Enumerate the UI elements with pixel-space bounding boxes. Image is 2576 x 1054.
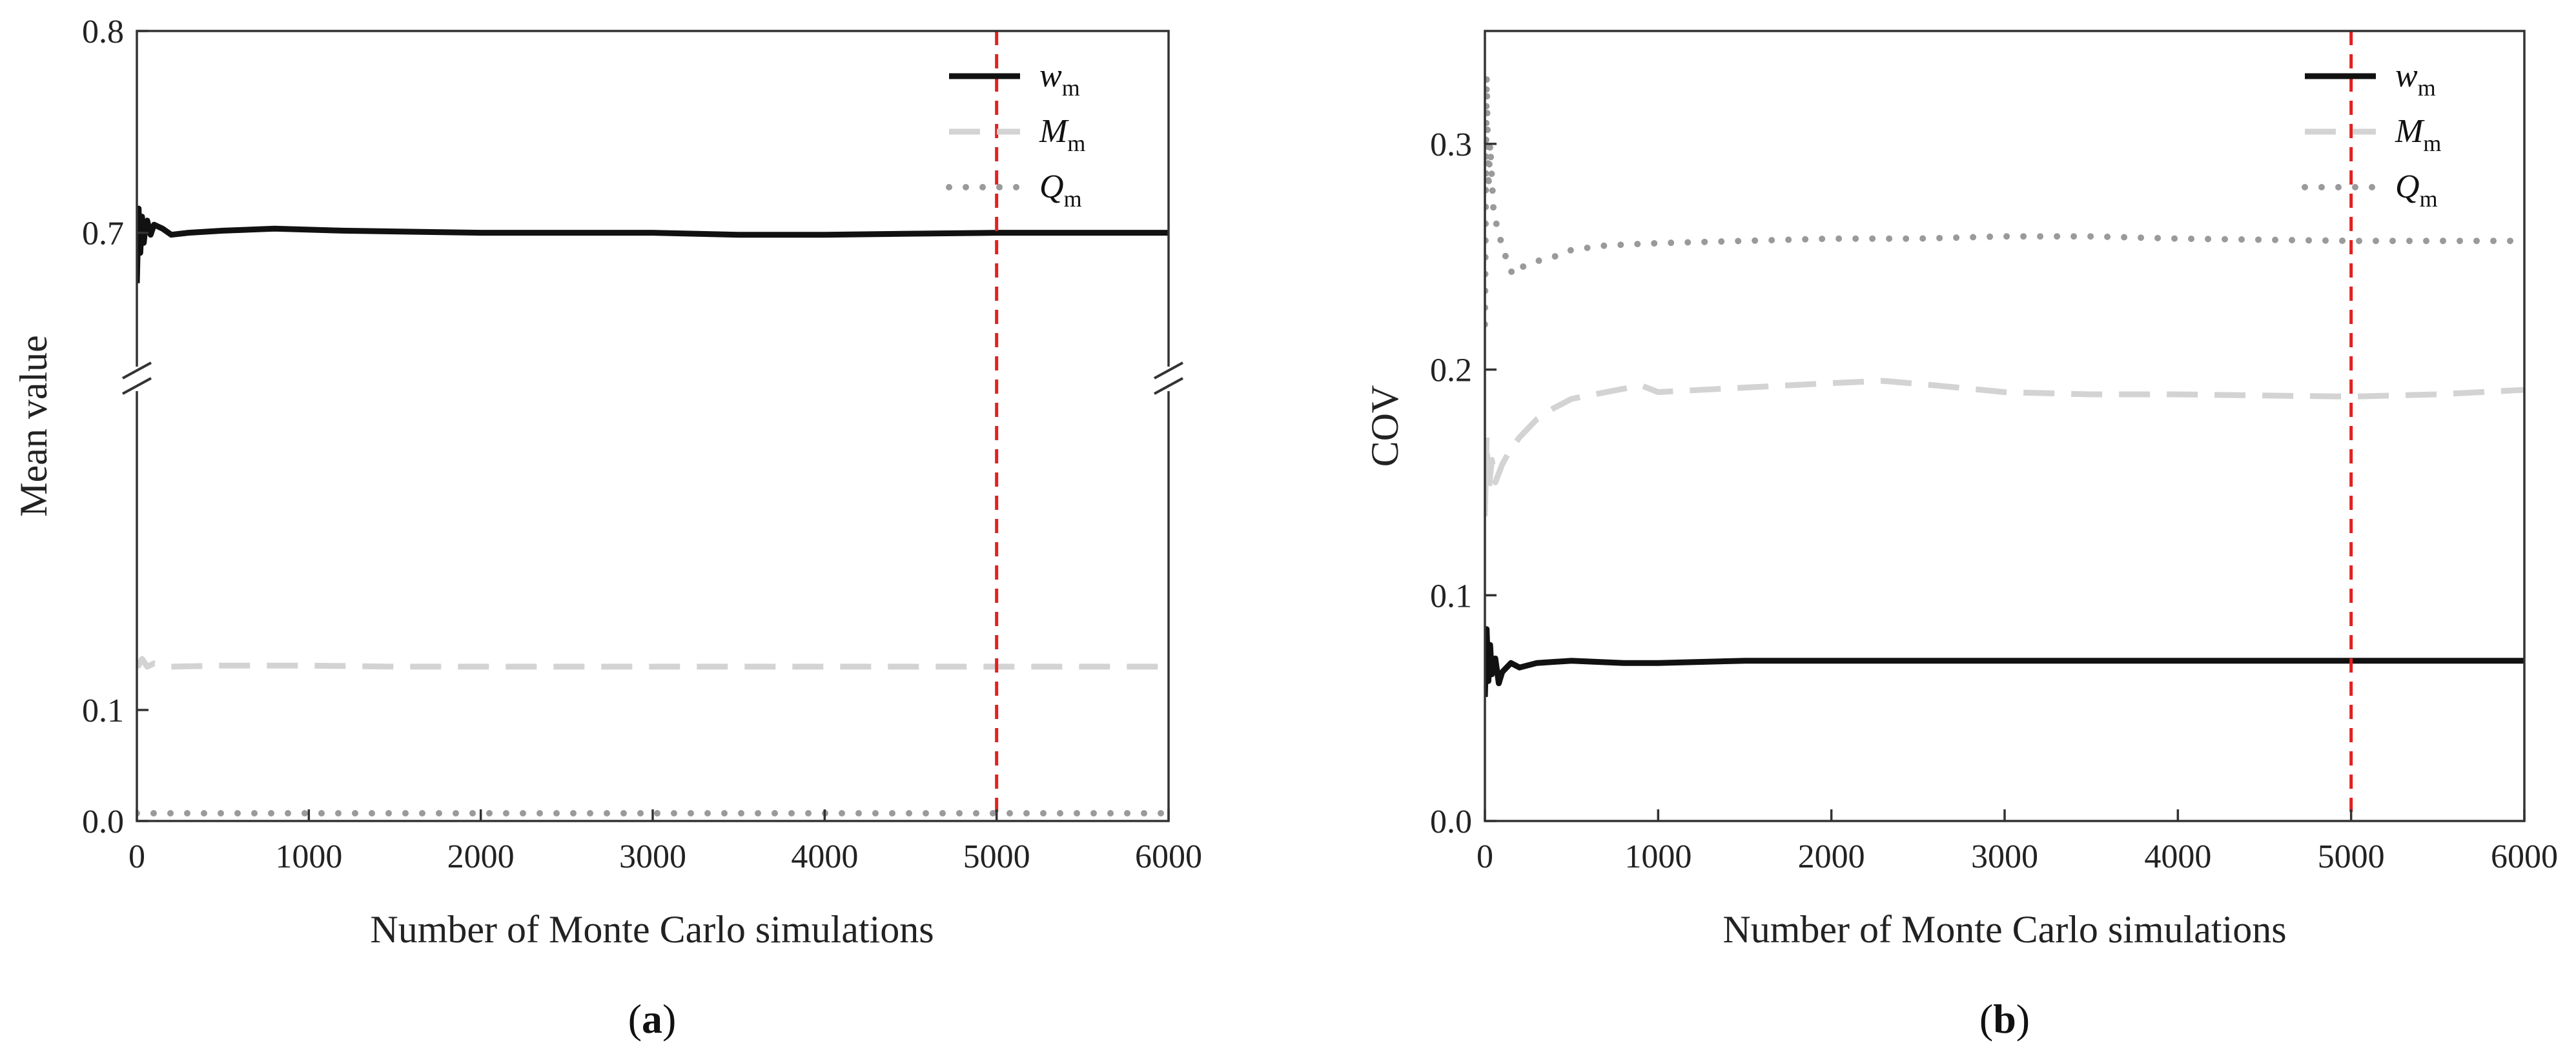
x-axis-title-a: Number of Monte Carlo simulations <box>370 908 934 951</box>
x-tick-label: 1000 <box>275 838 342 875</box>
x-tick-label: 2000 <box>447 838 515 875</box>
plot-frame-b <box>1484 30 2526 822</box>
x-axis-title-b: Number of Monte Carlo simulations <box>1722 908 2286 951</box>
y-axis-title-a: Mean value <box>12 335 55 517</box>
break-slash <box>122 361 152 380</box>
axis-break-marks-a <box>122 361 1183 395</box>
panel-label-a-close: ) <box>662 996 676 1042</box>
panel-label-b-letter: b <box>1993 996 2016 1042</box>
x-tick-label: 5000 <box>963 838 1030 875</box>
y-ticks-a: 0.0 0.1 0.7 0.8 <box>82 14 148 840</box>
x-ticks-b: 0 1000 2000 3000 4000 5000 6000 <box>1477 809 2558 875</box>
legend-subscript: m <box>2420 186 2438 212</box>
series-line-M_m <box>137 656 1169 670</box>
axes-box <box>136 30 1170 822</box>
x-tick-label: 6000 <box>1135 838 1202 875</box>
break-slash <box>122 377 152 395</box>
x-ticks-a: 0 1000 2000 3000 4000 5000 6000 <box>128 809 1202 875</box>
x-tick-label: 4000 <box>791 838 858 875</box>
y-tick-label: 0.8 <box>82 14 124 50</box>
legend-label-w_m: wm <box>1039 57 1080 101</box>
x-tick-label: 4000 <box>2144 838 2211 875</box>
legend-subscript: m <box>1064 186 1082 212</box>
x-tick-label: 3000 <box>1971 838 2038 875</box>
legend-label-w_m: wm <box>2395 57 2436 101</box>
y-ticks-b: 0.0 0.1 0.2 0.3 <box>1430 127 1497 840</box>
legend-subscript: m <box>2423 130 2441 156</box>
y-tick-label: 0.3 <box>1430 127 1472 163</box>
x-tick-label: 3000 <box>619 838 686 875</box>
x-tick-label: 5000 <box>2318 838 2385 875</box>
legend-subscript: m <box>2418 75 2436 101</box>
legend-symbol: w <box>2395 57 2418 94</box>
legend-label-Q_m: Qm <box>2395 168 2438 212</box>
legend-label-Q_m: Qm <box>1039 168 1082 212</box>
series-line-Q_m <box>1485 72 2524 328</box>
x-tick-label: 6000 <box>2491 838 2558 875</box>
panel-label-b-open: ( <box>1979 996 1993 1042</box>
panel-label-b-close: ) <box>2016 996 2030 1042</box>
break-slash <box>1154 361 1183 380</box>
plot-frame-a <box>136 30 1170 822</box>
y-tick-label: 0.0 <box>1430 804 1472 840</box>
chart-panel-a: 0 1000 2000 3000 4000 5000 6000 0.0 0.1 0.7 0.8 w… <box>12 14 1202 1042</box>
legend-symbol: M <box>2395 113 2425 150</box>
legend-symbol: Q <box>2395 168 2420 205</box>
panel-label-a: (a) <box>628 996 677 1042</box>
series-line-w_m <box>1485 626 2524 697</box>
legend-symbol: Q <box>1039 168 1064 205</box>
legend-symbol: M <box>1039 113 1069 150</box>
legend-label-M_m: Mm <box>2395 113 2441 156</box>
y-axis-title-b: COV <box>1364 385 1406 467</box>
legend-subscript: m <box>1067 130 1085 156</box>
x-tick-label: 2000 <box>1798 838 1865 875</box>
y-tick-label: 0.1 <box>1430 578 1472 614</box>
break-slash <box>1154 377 1183 395</box>
panel-label-b: (b) <box>1979 996 2030 1042</box>
chart-panel-b: 0 1000 2000 3000 4000 5000 6000 0.0 0.1 0.2 0.3 w… <box>1364 30 2558 1042</box>
x-tick-label: 0 <box>1477 838 1493 875</box>
panel-label-a-letter: a <box>642 996 662 1042</box>
axes-box <box>1484 30 2526 822</box>
y-tick-label: 0.1 <box>82 693 124 729</box>
series-group-b <box>1485 72 2524 697</box>
y-tick-label: 0.0 <box>82 804 124 840</box>
x-tick-label: 0 <box>128 838 145 875</box>
legend-subscript: m <box>1062 75 1080 101</box>
legend-symbol: w <box>1039 57 1062 94</box>
y-tick-label: 0.2 <box>1430 352 1472 389</box>
legend-label-M_m: Mm <box>1039 113 1085 156</box>
panel-label-a-open: ( <box>628 996 642 1042</box>
series-line-w_m <box>137 205 1169 283</box>
y-tick-label: 0.7 <box>82 216 124 252</box>
series-line-M_m <box>1485 378 2524 516</box>
x-tick-label: 1000 <box>1624 838 1692 875</box>
series-group-a <box>137 205 1169 816</box>
